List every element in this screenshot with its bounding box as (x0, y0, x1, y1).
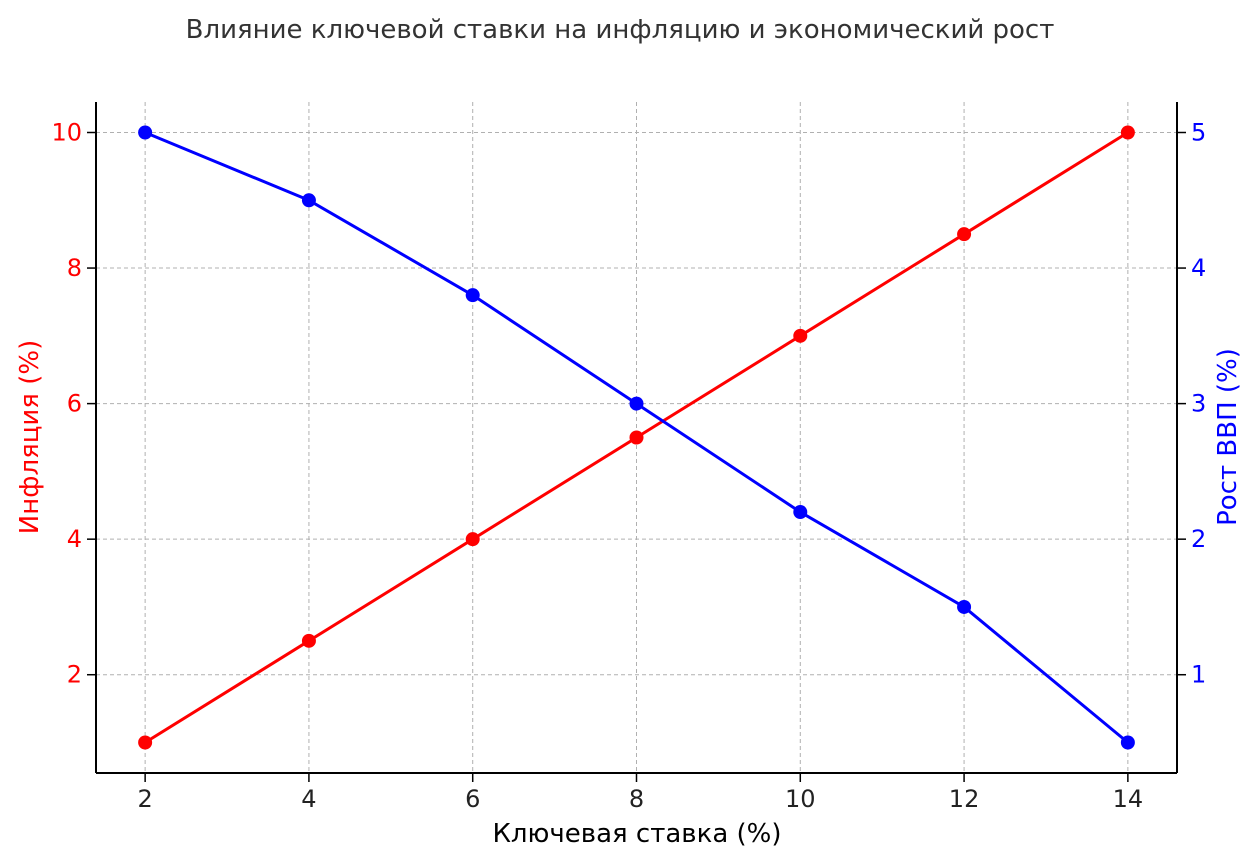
x-tick-label: 2 (137, 785, 152, 813)
inflation-point (138, 735, 153, 750)
chart-title: Влияние ключевой ставки на инфляцию и эк… (186, 15, 1055, 45)
y-right-tick-label: 4 (1191, 254, 1206, 282)
y-left-tick-label: 2 (67, 661, 82, 689)
inflation-point (301, 633, 316, 648)
x-tick-label: 8 (629, 785, 644, 813)
gdp-growth-point (793, 505, 808, 520)
x-axis-label: Ключевая ставка (%) (492, 819, 781, 849)
inflation-point (1120, 125, 1135, 140)
y-right-tick-label: 1 (1191, 661, 1206, 689)
gdp-growth-point (465, 288, 480, 303)
y-right-tick-label: 3 (1191, 390, 1206, 418)
inflation-point (465, 532, 480, 547)
y-axis-right-label: Рост ВВП (%) (1213, 348, 1243, 526)
x-tick-label: 4 (301, 785, 316, 813)
x-tick-label: 12 (949, 785, 980, 813)
y-left-tick-label: 10 (51, 119, 82, 147)
x-tick-label: 10 (785, 785, 816, 813)
y-left-tick-label: 6 (67, 390, 82, 418)
gdp-growth-point (629, 396, 644, 411)
x-tick-label: 14 (1113, 785, 1144, 813)
inflation-point (629, 430, 644, 445)
gdp-growth-point (138, 125, 153, 140)
y-axis-left-label: Инфляция (%) (15, 340, 45, 534)
gdp-growth-point (957, 599, 972, 614)
y-left-tick-label: 8 (67, 254, 82, 282)
inflation-point (793, 328, 808, 343)
x-tick-label: 6 (465, 785, 480, 813)
series-layer (138, 125, 1135, 750)
y-right-tick-label: 5 (1191, 119, 1206, 147)
y-right-tick-label: 2 (1191, 525, 1206, 553)
gdp-growth-point (1120, 735, 1135, 750)
inflation-point (957, 227, 972, 242)
gdp-growth-point (301, 193, 316, 208)
y-left-tick-label: 4 (67, 525, 82, 553)
